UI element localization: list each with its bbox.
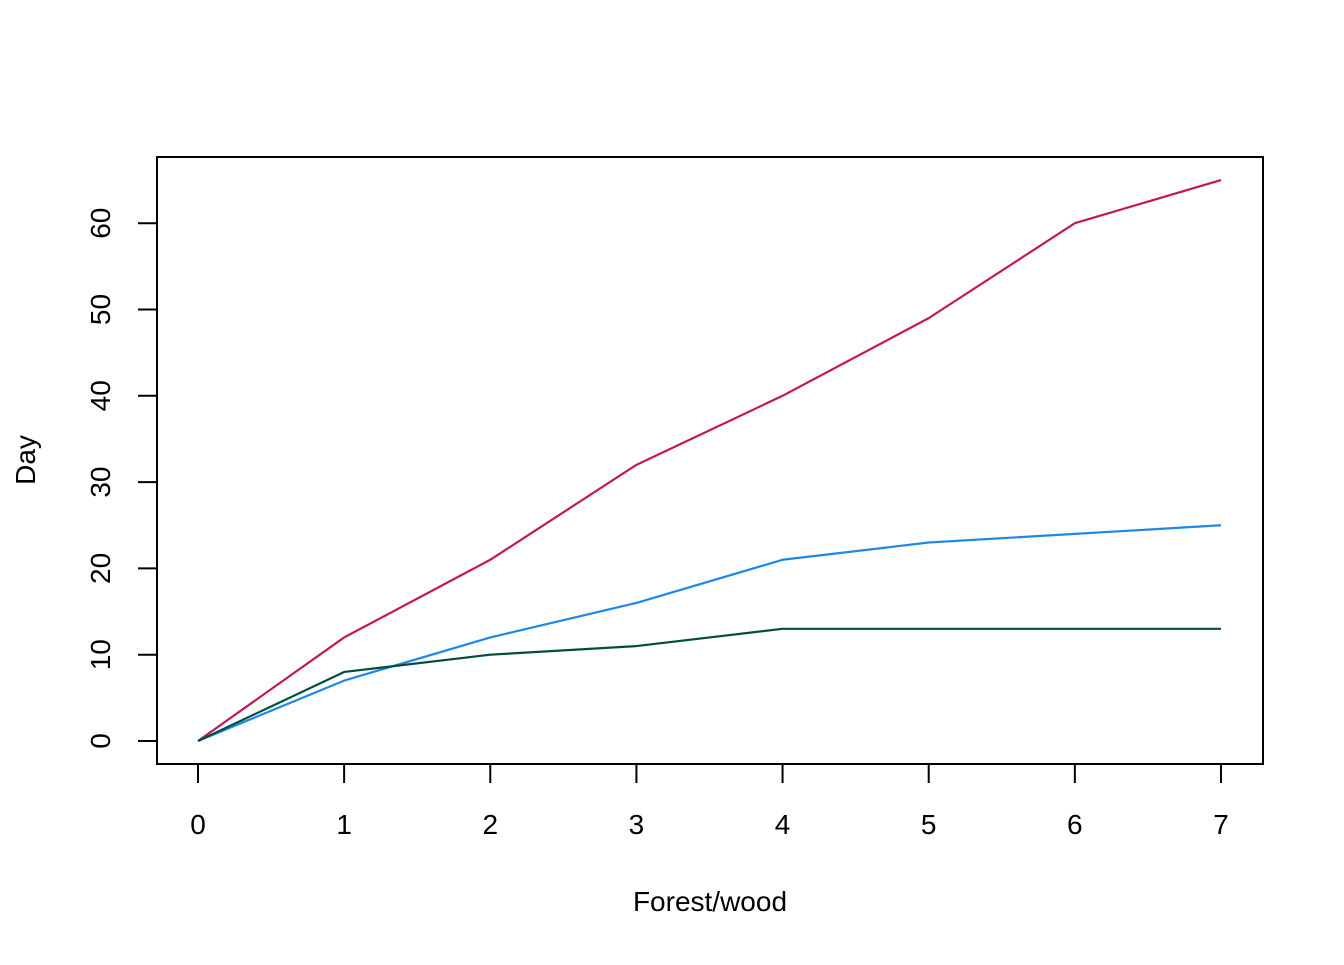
y-tick-label: 40: [85, 380, 116, 411]
y-tick-label: 30: [85, 467, 116, 498]
x-tick-label: 1: [336, 809, 352, 840]
y-tick-label: 20: [85, 553, 116, 584]
x-tick-label: 4: [775, 809, 791, 840]
y-axis-title: Day: [10, 435, 41, 485]
x-tick-label: 3: [629, 809, 645, 840]
x-tick-label: 6: [1067, 809, 1083, 840]
x-axis-title: Forest/wood: [633, 886, 787, 917]
series-line-2: [197, 524, 1222, 743]
y-tick-label: 60: [85, 208, 116, 239]
x-axis: 0 1 2 3 4 5 6 7: [190, 763, 1229, 840]
y-axis: 0 10 20 30 40 50 60: [85, 208, 158, 749]
y-tick-label: 0: [85, 733, 116, 749]
y-tick-label: 50: [85, 294, 116, 325]
x-tick-label: 2: [482, 809, 498, 840]
y-tick-label: 10: [85, 639, 116, 670]
x-tick-label: 0: [190, 809, 206, 840]
x-tick-label: 5: [921, 809, 937, 840]
x-tick-label: 7: [1213, 809, 1229, 840]
plot-frame: [156, 156, 1264, 765]
series-line-1: [197, 178, 1222, 742]
series-line-3: [197, 627, 1221, 742]
series-group: [197, 178, 1222, 743]
